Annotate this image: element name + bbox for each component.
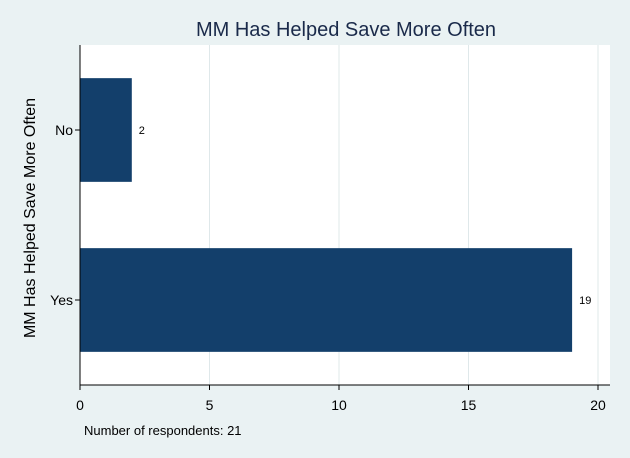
y-tick-label: No	[55, 122, 73, 138]
x-tick-label: 0	[76, 397, 84, 413]
y-tick-label: Yes	[50, 292, 73, 308]
x-tick-label: 10	[331, 397, 347, 413]
x-ticks: 0 5 10 15 20	[76, 385, 606, 413]
chart-title: MM Has Helped Save More Often	[196, 19, 496, 41]
data-label: 2	[139, 125, 145, 137]
x-tick-label: 20	[590, 397, 606, 413]
bar-yes	[80, 248, 573, 352]
y-ticks: No Yes	[50, 122, 80, 308]
bar-no	[80, 78, 132, 182]
x-tick-label: 15	[461, 397, 477, 413]
bars: 2 19	[80, 78, 591, 352]
data-label: 19	[579, 295, 591, 307]
y-axis-title: MM Has Helped Save More Often	[22, 98, 39, 338]
x-tick-label: 5	[206, 397, 214, 413]
respondents-note: Number of respondents: 21	[84, 423, 242, 438]
